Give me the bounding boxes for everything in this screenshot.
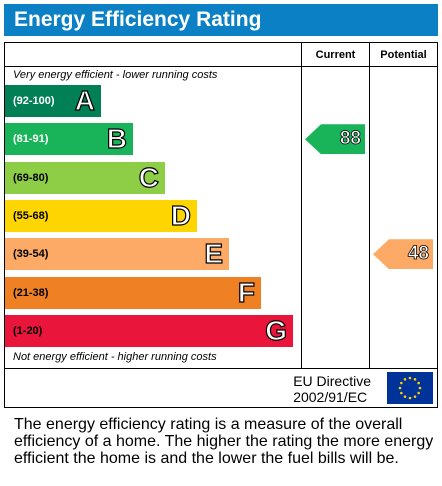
eu-star-icon	[403, 378, 407, 381]
eu-directive-text: EU Directive 2002/91/EC	[293, 373, 371, 405]
band-c: (69-80) C	[5, 161, 165, 194]
band-f: (21-38) F	[5, 276, 261, 309]
footer-box: EU Directive 2002/91/EC	[4, 368, 438, 408]
band-e: (39-54) E	[5, 238, 229, 271]
eu-star-icon	[400, 381, 403, 385]
band-letter: G	[265, 314, 288, 346]
header-row	[5, 43, 437, 67]
current-rating-value: 88	[339, 128, 361, 150]
band-d: (55-68) D	[5, 199, 197, 232]
rating-chart: Current Potential Very energy efficient …	[4, 42, 438, 369]
eu-star-icon	[413, 395, 417, 398]
eu-star-icon	[403, 395, 407, 398]
eu-star-icon	[398, 386, 402, 390]
potential-header: Potential	[380, 49, 427, 61]
eu-star-icon	[418, 386, 422, 390]
band-letter: A	[74, 84, 95, 116]
band-range: (39-54)	[13, 248, 49, 261]
band-range: (1-20)	[13, 324, 43, 337]
band-range: (55-68)	[13, 209, 49, 222]
eu-star-icon	[417, 391, 420, 395]
eu-directive-line1: EU Directive	[293, 373, 371, 389]
eu-star-icon	[417, 381, 420, 385]
band-range: (69-80)	[13, 171, 49, 184]
band-a: (92-100) A	[5, 84, 101, 117]
current-column	[301, 43, 369, 368]
current-header: Current	[315, 49, 356, 61]
potential-column	[369, 43, 437, 368]
eu-star-icon	[400, 391, 403, 395]
eu-star-icon	[408, 376, 412, 380]
band-letter: D	[170, 199, 191, 231]
band-letter: F	[237, 276, 255, 308]
page-title: Energy Efficiency Rating	[4, 4, 438, 36]
band-range: (21-38)	[13, 286, 49, 299]
band-letter: B	[106, 123, 127, 155]
eu-star-icon	[413, 378, 417, 381]
band-range: (92-100)	[13, 95, 55, 107]
band-letter: E	[204, 238, 224, 270]
band-letter: C	[138, 161, 159, 193]
description-text: The energy efficiency rating is a measur…	[14, 416, 434, 467]
potential-rating-value: 48	[407, 243, 429, 265]
band-g: (1-20) G	[5, 314, 293, 347]
top-note: Very energy efficient - lower running co…	[13, 69, 218, 81]
eu-directive-line2: 2002/91/EC	[293, 389, 368, 405]
eu-star-icon	[408, 396, 412, 400]
band-range: (81-91)	[13, 133, 49, 146]
eu-flag-icon	[387, 372, 433, 404]
bottom-note: Not energy efficient - higher running co…	[13, 351, 217, 363]
band-b: (81-91) B	[5, 123, 133, 156]
